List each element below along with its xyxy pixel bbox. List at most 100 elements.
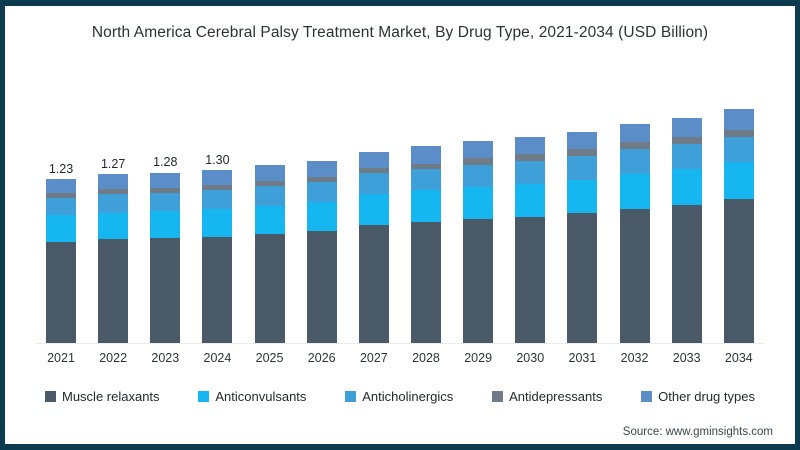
bar-segment-anticholinergics xyxy=(150,192,181,212)
bar-segment-other-drug-types xyxy=(463,140,494,159)
bar-value-label-2024: 1.30 xyxy=(205,152,230,167)
bar-2028 xyxy=(410,146,441,343)
bar-segment-anticonvulsants xyxy=(671,168,702,205)
bar-segment-anticholinergics xyxy=(671,143,702,169)
bar-slot-2027 xyxy=(348,97,400,343)
bar-segment-antidepressants xyxy=(671,136,702,144)
bar-segment-anticholinergics xyxy=(46,198,76,216)
bar-segment-other-drug-types xyxy=(723,109,754,131)
bar-slot-2030 xyxy=(504,97,556,343)
bar-slot-2033 xyxy=(661,97,713,343)
x-axis-label-2027: 2027 xyxy=(359,351,388,365)
x-axis-label-2030: 2030 xyxy=(516,351,545,365)
bar-2022 xyxy=(98,174,129,343)
bar-segment-anticholinergics xyxy=(358,172,389,195)
bar-segment-anticholinergics xyxy=(619,148,650,175)
x-axis-label-2029: 2029 xyxy=(464,351,493,365)
bar-value-label-2023: 1.28 xyxy=(153,155,178,170)
bar-2033 xyxy=(671,118,702,343)
bar-slot-2028 xyxy=(400,97,452,343)
legend-label: Muscle relaxants xyxy=(62,389,160,404)
bar-segment-antidepressants xyxy=(567,149,598,156)
bar-slot-2023: 1.28 xyxy=(139,97,191,343)
x-axis: 2021 2022 2023 2024 2025 2026 2027 2028 2029 2030… xyxy=(35,344,765,365)
bar-segment-anticonvulsants xyxy=(463,187,494,220)
bar-segment-antidepressants xyxy=(463,158,494,165)
bar-segment-muscle-relaxants xyxy=(98,239,129,343)
bar-segment-muscle-relaxants xyxy=(254,234,285,343)
bar-2030 xyxy=(515,137,546,343)
bar-slot-2034 xyxy=(713,97,765,343)
bar-segment-muscle-relaxants xyxy=(463,219,494,343)
bar-value-label-2022: 1.27 xyxy=(100,156,126,171)
bar-segment-anticonvulsants xyxy=(567,179,598,213)
bar-segment-antidepressants xyxy=(306,176,337,183)
bar-segment-other-drug-types xyxy=(202,170,233,185)
bar-segment-other-drug-types xyxy=(671,118,702,137)
bar-segment-muscle-relaxants xyxy=(358,224,389,343)
bar-2032 xyxy=(619,123,650,343)
x-axis-label-2028: 2028 xyxy=(412,351,440,365)
bar-segment-anticonvulsants xyxy=(723,162,754,200)
legend-swatch-icon xyxy=(492,391,504,402)
x-axis-label-2024: 2024 xyxy=(203,351,232,365)
bar-segment-antidepressants xyxy=(46,192,76,199)
bar-segment-other-drug-types xyxy=(619,123,650,143)
bar-slot-2026 xyxy=(296,97,348,343)
bar-segment-anticonvulsants xyxy=(358,194,389,225)
legend-item-antidepressants: Antidepressants xyxy=(492,389,602,404)
bar-slot-2024: 1.30 xyxy=(191,97,243,343)
bar-segment-anticholinergics xyxy=(202,190,233,209)
bar-segment-other-drug-types xyxy=(515,137,546,155)
bar-segment-muscle-relaxants xyxy=(202,236,233,343)
bar-segment-anticonvulsants xyxy=(98,212,129,240)
bar-segment-antidepressants xyxy=(515,154,546,161)
x-axis-label-2025: 2025 xyxy=(255,351,284,365)
bar-2026 xyxy=(306,160,337,343)
bar-segment-anticholinergics xyxy=(410,168,441,191)
bar-segment-antidepressants xyxy=(202,184,233,191)
bar-segment-muscle-relaxants xyxy=(306,231,337,343)
bar-2027 xyxy=(358,151,389,343)
bar-slot-2031 xyxy=(556,97,608,343)
bar-segment-anticonvulsants xyxy=(150,211,181,238)
bar-segment-anticholinergics xyxy=(515,160,546,184)
bar-segment-antidepressants xyxy=(410,163,441,169)
bar-segment-anticonvulsants xyxy=(515,183,546,217)
bar-2024 xyxy=(202,170,233,343)
bar-segment-other-drug-types xyxy=(98,174,129,189)
bar-segment-antidepressants xyxy=(150,187,181,193)
bar-segment-other-drug-types xyxy=(567,131,598,150)
legend-swatch-icon xyxy=(198,391,210,402)
bar-segment-antidepressants xyxy=(254,180,285,187)
bar-segment-antidepressants xyxy=(98,188,129,195)
source-caption: Source: www.gminsights.com xyxy=(622,426,773,438)
legend-item-anticonvulsants: Anticonvulsants xyxy=(198,389,306,404)
bar-segment-antidepressants xyxy=(619,142,650,149)
bar-segment-other-drug-types xyxy=(410,146,441,164)
bar-segment-muscle-relaxants xyxy=(671,204,702,343)
bar-segment-other-drug-types xyxy=(306,160,337,177)
bar-segment-antidepressants xyxy=(723,130,754,137)
legend: Muscle relaxants Anticonvulsants Anticholi… xyxy=(45,389,755,404)
bar-2023 xyxy=(150,172,181,343)
bar-segment-muscle-relaxants xyxy=(723,199,754,343)
legend-swatch-icon xyxy=(45,391,56,402)
bar-segment-anticonvulsants xyxy=(254,206,285,234)
bar-2021 xyxy=(46,179,76,343)
x-axis-label-2023: 2023 xyxy=(151,351,180,365)
bar-segment-other-drug-types xyxy=(254,164,285,181)
x-axis-label-2022: 2022 xyxy=(99,351,128,365)
legend-item-muscle-relaxants: Muscle relaxants xyxy=(45,389,160,404)
bar-segment-anticholinergics xyxy=(463,164,494,188)
x-axis-label-2034: 2034 xyxy=(724,351,753,365)
bar-segment-other-drug-types xyxy=(358,151,389,168)
bar-2029 xyxy=(463,140,494,343)
bar-slot-2021: 1.23 xyxy=(35,97,87,343)
bar-segment-other-drug-types xyxy=(46,179,76,193)
bar-segment-muscle-relaxants xyxy=(567,212,598,343)
legend-label: Anticonvulsants xyxy=(215,389,307,404)
bar-slot-2032 xyxy=(609,97,661,343)
bar-segment-anticonvulsants xyxy=(306,202,337,232)
